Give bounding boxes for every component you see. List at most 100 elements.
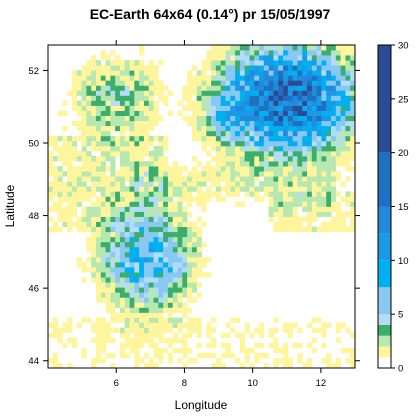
heatmap-cell [163,307,169,313]
heatmap-cell [302,125,308,132]
heatmap-cell [316,110,322,117]
heatmap-cell [215,115,222,122]
heatmap-cell [244,100,250,106]
heatmap-cell [244,171,250,177]
heatmap-cell [187,307,193,313]
heatmap-cell [119,145,126,152]
heatmap-cell [100,191,106,197]
heatmap-cell [206,161,212,167]
heatmap-cell [167,267,174,273]
heatmap-cell [297,196,303,202]
heatmap-cell [249,70,255,76]
heatmap-cell [239,176,246,182]
heatmap-cell [86,65,92,71]
heatmap-cell [124,246,130,253]
heatmap-cell [86,161,92,167]
heatmap-cell [211,327,217,334]
heatmap-cell [95,70,102,76]
heatmap-cell [239,145,246,152]
heatmap-cell [119,317,126,323]
heatmap-cell [297,70,303,76]
heatmap-cell [158,357,164,364]
heatmap-cell [335,95,341,101]
heatmap-cell [239,120,246,127]
heatmap-cell [124,196,130,202]
heatmap-cell [302,90,308,96]
heatmap-cell [211,80,217,86]
heatmap-cell [95,216,102,222]
heatmap-cell [268,85,274,91]
heatmap-cell [115,292,121,298]
heatmap-cell [167,337,174,344]
heatmap-cell [316,171,322,177]
heatmap-cell [110,95,116,101]
heatmap-cell [249,125,255,132]
heatmap-cell [211,115,217,122]
heatmap-cell [345,95,351,101]
heatmap-cell [134,277,140,283]
heatmap-cell [316,105,322,111]
heatmap-cell [340,105,346,111]
heatmap-cell [278,226,284,233]
heatmap-cell [292,50,298,56]
heatmap-cell [95,246,102,253]
heatmap-cell [167,322,174,328]
heatmap-cell [259,65,265,71]
heatmap-cell [244,166,250,172]
heatmap-cell [100,110,106,117]
heatmap-cell [302,60,308,66]
heatmap-cell [124,161,130,167]
heatmap-cell [263,176,270,182]
heatmap-cell [249,60,255,66]
heatmap-cell [278,65,284,71]
heatmap-cell [86,75,92,81]
heatmap-cell [100,95,106,101]
heatmap-cell [297,166,303,172]
heatmap-cell [119,302,126,308]
heatmap-cell [302,156,308,162]
heatmap-cell [321,191,327,197]
heatmap-cell [110,362,116,369]
heatmap-cell [235,176,241,182]
heatmap-cell [311,196,317,202]
heatmap-cell [115,201,121,207]
heatmap-cell [172,246,178,253]
heatmap-cell [292,125,298,132]
heatmap-cell [201,272,207,278]
heatmap-cell [311,105,317,111]
heatmap-cell [119,115,126,122]
heatmap-cell [158,297,164,303]
heatmap-cell [259,75,265,81]
heatmap-cell [225,135,231,142]
heatmap-cell [153,85,159,91]
heatmap-cell [172,292,178,298]
heatmap-cell [340,100,346,106]
heatmap-cell [350,105,356,111]
heatmap-cell [220,95,226,101]
heatmap-cell [71,140,78,147]
heatmap-cell [143,70,150,76]
heatmap-cell [95,347,102,354]
heatmap-cell [129,120,135,127]
heatmap-cell [249,347,255,354]
heatmap-cell [225,85,231,91]
heatmap-cell [91,191,97,197]
heatmap-cell [167,352,174,359]
heatmap-cell [225,80,231,86]
heatmap-cell [287,140,293,147]
heatmap-cell [134,90,140,96]
heatmap-cell [182,272,188,278]
heatmap-cell [335,140,341,147]
heatmap-cell [148,181,154,187]
heatmap-cell [239,45,246,51]
heatmap-cell [331,221,337,228]
heatmap-cell [331,161,337,167]
heatmap-cell [143,120,150,127]
heatmap-cell [249,65,255,71]
heatmap-cell [235,201,241,207]
heatmap-cell [129,196,135,202]
heatmap-cell [139,246,145,253]
heatmap-cell [110,166,116,172]
heatmap-cell [196,85,202,91]
heatmap-cell [134,297,140,303]
